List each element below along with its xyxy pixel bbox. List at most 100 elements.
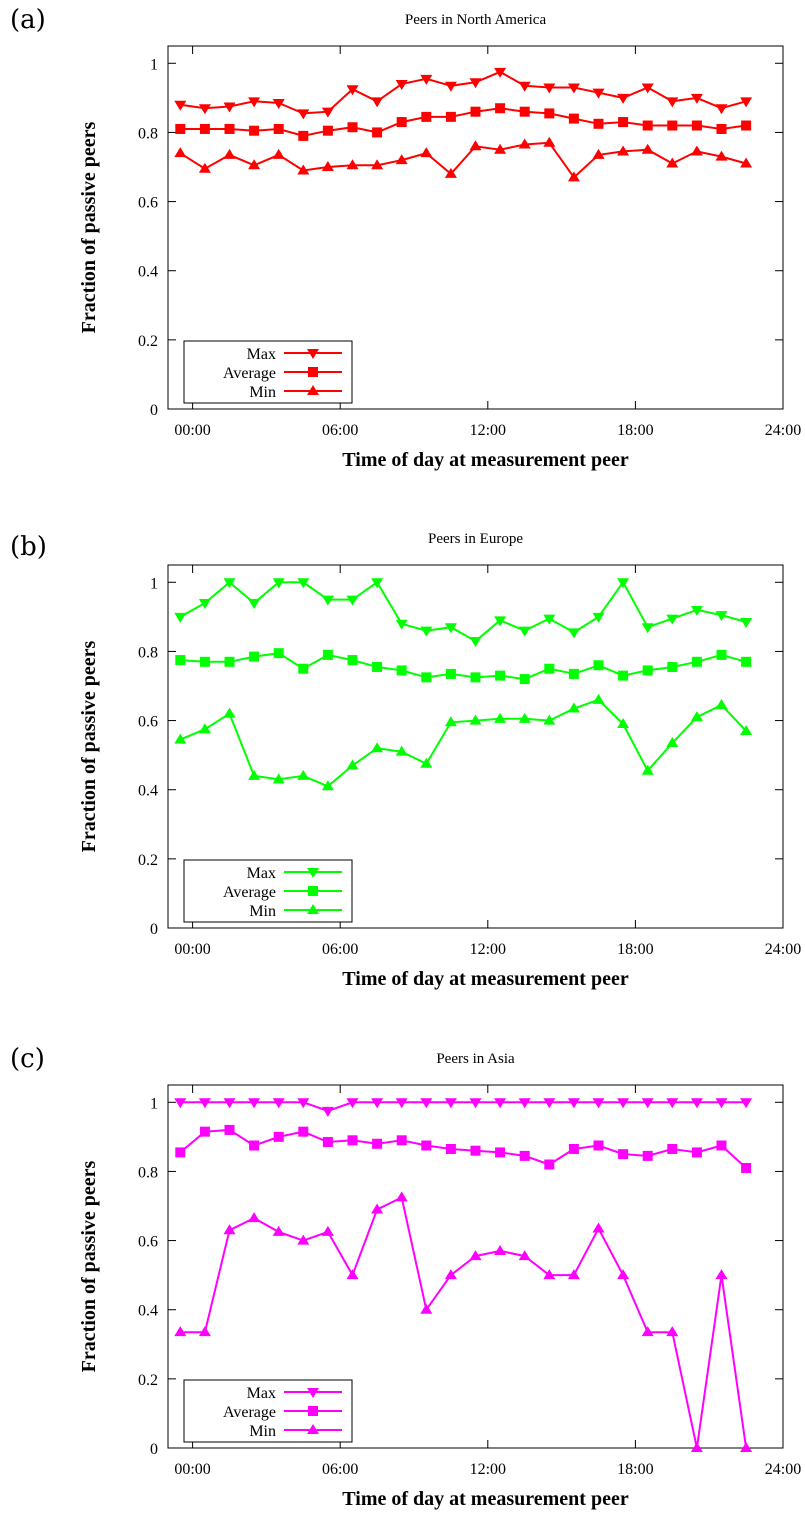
legend-label: Min	[249, 1423, 276, 1440]
panel-label: (b)	[10, 532, 47, 562]
data-point-min	[420, 757, 433, 768]
data-point-max	[371, 578, 384, 589]
data-point-min	[617, 1269, 630, 1280]
x-tick-label: 00:00	[174, 1461, 210, 1478]
data-point-min	[174, 733, 187, 744]
data-point-min	[321, 780, 334, 791]
data-point-min	[666, 157, 679, 168]
data-point-average	[421, 672, 432, 683]
data-point-max	[371, 97, 384, 108]
data-point-max	[641, 623, 654, 634]
data-point-max	[198, 104, 211, 115]
data-point-min	[494, 143, 507, 154]
data-point-min	[346, 759, 359, 770]
data-point-average	[199, 123, 210, 134]
data-point-average	[618, 1149, 629, 1160]
data-point-max	[641, 1098, 654, 1109]
data-point-max	[395, 80, 408, 91]
data-point-max	[321, 595, 334, 606]
data-point-average	[593, 1140, 604, 1151]
x-axis-title: Time of day at measurement peer	[342, 449, 629, 471]
data-point-average	[322, 1137, 333, 1148]
data-point-min	[198, 1326, 211, 1337]
data-point-min	[469, 714, 482, 725]
y-tick-label: 0.4	[138, 783, 158, 800]
data-point-min	[174, 1326, 187, 1337]
x-tick-label: 06:00	[322, 941, 358, 958]
data-point-max	[592, 612, 605, 623]
data-point-min	[543, 1269, 556, 1280]
data-point-max	[518, 1098, 531, 1109]
data-point-max	[617, 578, 630, 589]
data-point-max	[444, 1098, 457, 1109]
legend-marker	[307, 868, 319, 878]
data-point-average	[421, 111, 432, 122]
y-tick-label: 0.6	[138, 714, 158, 731]
y-tick-label: 0.6	[138, 1234, 158, 1251]
data-point-max	[690, 93, 703, 104]
data-point-max	[346, 85, 359, 96]
data-point-max	[174, 1098, 187, 1109]
data-point-average	[618, 670, 629, 681]
plot-frame	[167, 1084, 784, 1449]
y-tick-label: 0.8	[138, 125, 158, 142]
series-line-max	[179, 580, 747, 643]
legend-marker	[308, 886, 318, 896]
data-point-max	[198, 599, 211, 610]
chart-title: Peers in Asia	[436, 1051, 515, 1067]
x-tick-label: 24:00	[765, 941, 801, 958]
data-point-min	[567, 702, 580, 713]
data-point-min	[371, 742, 384, 753]
x-tick-label: 12:00	[470, 941, 506, 958]
legend-label: Average	[223, 1404, 276, 1421]
x-tick-label: 06:00	[322, 422, 358, 439]
data-point-average	[519, 1150, 530, 1161]
series-line-min	[179, 698, 747, 788]
data-point-average	[519, 674, 530, 685]
y-tick-label: 0.4	[138, 264, 158, 281]
data-point-max	[666, 614, 679, 625]
data-point-min	[444, 167, 457, 178]
x-tick-label: 12:00	[470, 422, 506, 439]
data-point-min	[592, 148, 605, 159]
data-point-average	[421, 1140, 432, 1151]
legend-marker	[307, 385, 319, 395]
data-point-average	[495, 1147, 506, 1158]
data-point-min	[248, 159, 261, 170]
y-tick-label: 0.8	[138, 1164, 158, 1181]
data-point-min	[272, 773, 285, 784]
series-line-max	[180, 1101, 747, 1112]
data-point-min	[666, 1326, 679, 1337]
data-point-max	[740, 1098, 753, 1109]
legend-label: Min	[249, 903, 276, 920]
data-point-min	[617, 718, 630, 729]
data-point-average	[175, 1147, 186, 1158]
data-point-min	[666, 737, 679, 748]
y-tick-label: 1	[150, 1095, 158, 1112]
data-point-max	[592, 1098, 605, 1109]
data-point-max	[321, 107, 334, 118]
x-tick-label: 18:00	[617, 1461, 653, 1478]
data-point-max	[297, 1098, 310, 1109]
data-point-max	[543, 83, 556, 94]
data-point-max	[297, 109, 310, 120]
legend-marker	[308, 1406, 318, 1416]
data-point-min	[690, 711, 703, 722]
data-point-average	[199, 656, 210, 667]
data-point-max	[223, 1098, 236, 1109]
x-axis-title: Time of day at measurement peer	[342, 1488, 629, 1510]
data-point-average	[249, 651, 260, 662]
data-point-max	[248, 97, 261, 108]
x-axis-title: Time of day at measurement peer	[342, 968, 629, 990]
data-point-average	[396, 117, 407, 128]
data-point-average	[716, 1140, 727, 1151]
series-line-min	[179, 141, 747, 179]
data-point-max	[444, 81, 457, 92]
data-point-max	[395, 1098, 408, 1109]
data-point-max	[248, 599, 261, 610]
data-point-max	[567, 1098, 580, 1109]
data-point-min	[469, 1250, 482, 1261]
data-point-average	[568, 1143, 579, 1154]
y-tick-label: 0.4	[138, 1303, 158, 1320]
chart-title: Peers in North America	[405, 12, 547, 28]
